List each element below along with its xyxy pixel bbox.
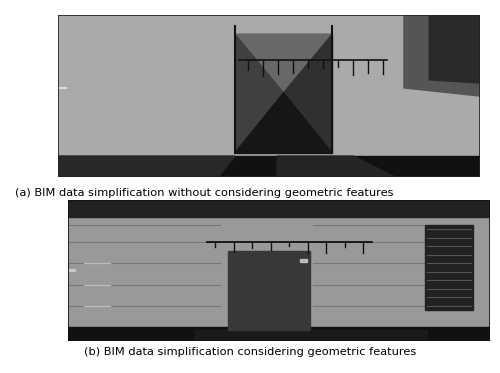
Bar bbox=[424, 225, 473, 310]
Polygon shape bbox=[277, 156, 396, 177]
Polygon shape bbox=[235, 93, 332, 153]
Bar bbox=[194, 330, 426, 341]
Polygon shape bbox=[430, 15, 480, 83]
Bar bbox=[228, 251, 310, 330]
Polygon shape bbox=[404, 15, 480, 96]
Polygon shape bbox=[235, 34, 284, 153]
Text: (a) BIM data simplification without considering geometric features: (a) BIM data simplification without cons… bbox=[15, 188, 394, 198]
Polygon shape bbox=[284, 34, 332, 153]
Bar bbox=[58, 156, 480, 177]
Bar bbox=[68, 200, 490, 217]
Bar bbox=[235, 34, 332, 153]
Polygon shape bbox=[58, 156, 235, 177]
Text: (b) BIM data simplification considering geometric features: (b) BIM data simplification considering … bbox=[84, 347, 416, 357]
Bar bbox=[300, 259, 308, 263]
Polygon shape bbox=[235, 34, 332, 93]
Bar bbox=[68, 327, 490, 341]
